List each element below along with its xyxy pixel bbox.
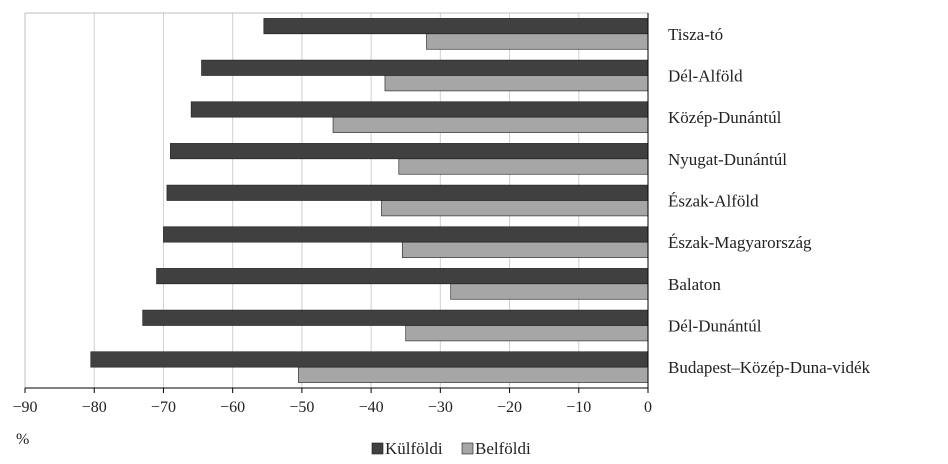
x-axis-unit: % xyxy=(16,431,29,448)
bar-belfoldi-eszak-alfold xyxy=(381,200,649,217)
bar-kulfoldi-tisza-to xyxy=(263,18,649,35)
legend-label-belfoldi: Belföldi xyxy=(475,439,531,458)
bar-kulfoldi-nyugat-dunantul xyxy=(170,143,649,160)
category-label: Dél-Alföld xyxy=(668,67,743,86)
legend-swatch-belfoldi xyxy=(461,442,474,455)
x-tick-label: −50 xyxy=(289,399,314,416)
bar-belfoldi-del-alfold xyxy=(384,75,649,92)
category-label: Közép-Dunántúl xyxy=(668,108,782,127)
bar-belfoldi-tisza-to xyxy=(426,33,649,50)
bar-kulfoldi-eszak-magyarorszag xyxy=(163,226,649,243)
bar-kulfoldi-del-alfold xyxy=(201,59,649,76)
bar-belfoldi-balaton xyxy=(450,283,649,300)
bar-kulfoldi-eszak-alfold xyxy=(166,184,649,201)
x-tick-label: −90 xyxy=(12,399,37,416)
bar-belfoldi-del-dunantul xyxy=(405,325,649,342)
category-label: Észak-Magyarország xyxy=(668,233,812,252)
category-label: Nyugat-Dunántúl xyxy=(668,150,787,169)
bars xyxy=(90,18,649,383)
x-tick-label: −40 xyxy=(359,399,384,416)
bar-kulfoldi-del-dunantul xyxy=(142,309,649,326)
legend: Külföldi Belföldi xyxy=(371,439,531,458)
bar-belfoldi-budapest-kozep-duna-videk xyxy=(298,366,649,383)
category-label: Észak-Alföld xyxy=(668,192,759,211)
bar-kulfoldi-kozep-dunantul xyxy=(190,101,649,118)
legend-label-kulfoldi: Külföldi xyxy=(385,439,443,458)
bar-belfoldi-kozep-dunantul xyxy=(332,116,649,133)
bar-belfoldi-nyugat-dunantul xyxy=(398,158,649,175)
category-labels: Tisza-tó Dél-Alföld Közép-Dunántúl Nyugat-D… xyxy=(668,25,871,377)
category-label: Budapest–Közép-Duna-vidék xyxy=(668,358,871,377)
bar-kulfoldi-budapest-kozep-duna-videk xyxy=(90,351,649,368)
category-label: Balaton xyxy=(668,275,721,294)
x-tick-label: −30 xyxy=(428,399,453,416)
x-tick-label: −80 xyxy=(82,399,107,416)
x-tick-label: −10 xyxy=(566,399,591,416)
category-label: Dél-Dunántúl xyxy=(668,317,762,336)
bar-kulfoldi-balaton xyxy=(156,268,649,285)
x-tick-label: −70 xyxy=(151,399,176,416)
legend-swatch-kulfoldi xyxy=(371,442,384,455)
category-label: Tisza-tó xyxy=(668,25,723,44)
x-tick-label: 0 xyxy=(644,399,652,416)
x-tick-label: −60 xyxy=(220,399,245,416)
x-tick-label: −20 xyxy=(497,399,522,416)
x-axis-ticks: −90 −80 −70 −60 −50 −40 −30 −20 −10 0 xyxy=(12,388,652,416)
bar-belfoldi-eszak-magyarorszag xyxy=(401,241,649,258)
